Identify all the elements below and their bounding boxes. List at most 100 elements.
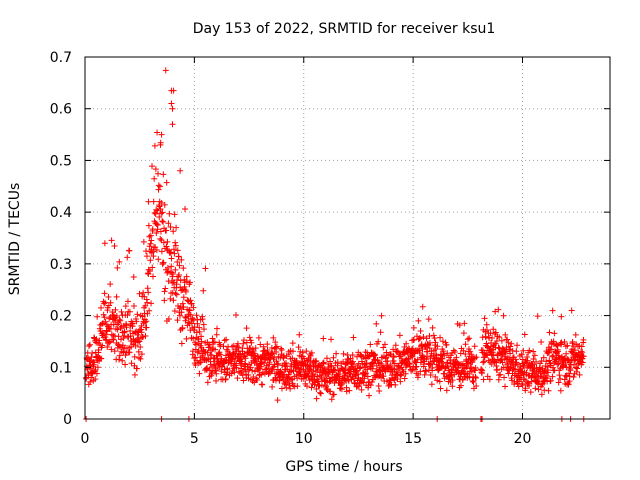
data-point <box>146 233 153 240</box>
data-point <box>247 345 254 352</box>
data-point <box>340 350 347 357</box>
data-point <box>235 368 242 375</box>
data-point <box>323 355 330 362</box>
data-point <box>333 350 340 357</box>
data-point <box>190 317 197 324</box>
data-point <box>269 383 276 390</box>
data-point <box>258 363 265 370</box>
data-point <box>161 201 168 208</box>
data-point <box>287 385 294 392</box>
data-point <box>101 290 108 297</box>
data-point <box>328 362 335 369</box>
data-point <box>159 209 166 216</box>
data-point <box>484 373 491 380</box>
data-point <box>223 336 230 343</box>
data-point <box>535 378 542 385</box>
data-point <box>143 324 150 331</box>
data-point <box>278 347 285 354</box>
data-point <box>495 306 502 313</box>
data-point <box>538 338 545 345</box>
data-point <box>364 373 371 380</box>
data-point <box>369 365 376 372</box>
data-point <box>161 288 168 295</box>
data-point <box>487 330 494 337</box>
data-point <box>174 259 181 266</box>
data-point <box>101 240 108 247</box>
data-point <box>378 360 385 367</box>
data-point <box>167 224 174 231</box>
data-point <box>136 290 143 297</box>
data-point <box>146 307 153 314</box>
data-point <box>574 365 581 372</box>
data-point <box>133 318 140 325</box>
data-point <box>437 351 444 358</box>
data-point <box>428 381 435 388</box>
x-tick-label: 15 <box>404 431 422 447</box>
data-point <box>237 351 244 358</box>
data-point <box>545 387 552 394</box>
data-point <box>320 335 327 342</box>
data-point <box>472 375 479 382</box>
data-point <box>491 341 498 348</box>
data-point <box>250 374 257 381</box>
data-point <box>496 334 503 341</box>
data-point <box>212 346 219 353</box>
data-point <box>301 358 308 365</box>
data-point <box>420 355 427 362</box>
data-point <box>172 290 179 297</box>
data-point <box>119 342 126 349</box>
data-point <box>126 349 133 356</box>
data-point <box>289 340 296 347</box>
data-point <box>518 380 525 387</box>
data-point <box>521 331 528 338</box>
data-point <box>186 306 193 313</box>
data-point <box>135 348 142 355</box>
data-point <box>540 354 547 361</box>
data-point <box>557 375 564 382</box>
data-point <box>101 300 108 307</box>
data-point <box>96 337 103 344</box>
data-point <box>327 388 334 395</box>
data-point <box>483 321 490 328</box>
data-point <box>191 324 198 331</box>
axis-ticks: 0 5 10 15 20 0 0.1 0.2 0.3 0.4 0.5 0.6 0.7 <box>50 50 610 447</box>
data-point <box>473 354 480 361</box>
data-point <box>479 367 486 374</box>
data-point <box>580 353 587 360</box>
data-point <box>169 105 176 112</box>
data-point <box>86 341 93 348</box>
data-point <box>139 313 146 320</box>
data-point <box>93 370 100 377</box>
data-point <box>375 383 382 390</box>
data-point <box>272 339 279 346</box>
data-point <box>522 385 529 392</box>
data-point <box>549 353 556 360</box>
data-point <box>145 198 152 205</box>
data-point <box>122 361 129 368</box>
data-point <box>85 342 92 349</box>
data-point <box>524 357 531 364</box>
data-point <box>392 381 399 388</box>
data-point <box>543 373 550 380</box>
data-point <box>296 331 303 338</box>
data-point <box>153 206 160 213</box>
data-point <box>283 359 290 366</box>
data-point <box>347 355 354 362</box>
data-point <box>449 377 456 384</box>
data-point <box>142 333 149 340</box>
data-point <box>281 380 288 387</box>
data-point <box>376 388 383 395</box>
data-point <box>107 281 114 288</box>
data-point <box>150 253 157 260</box>
data-point <box>171 307 178 314</box>
data-point <box>423 368 430 375</box>
data-point <box>130 303 137 310</box>
data-point <box>385 382 392 389</box>
data-point <box>532 372 539 379</box>
data-point <box>313 395 320 402</box>
data-point <box>99 342 106 349</box>
data-point <box>328 396 335 403</box>
data-point <box>148 237 155 244</box>
data-point <box>217 351 224 358</box>
data-point <box>236 350 243 357</box>
